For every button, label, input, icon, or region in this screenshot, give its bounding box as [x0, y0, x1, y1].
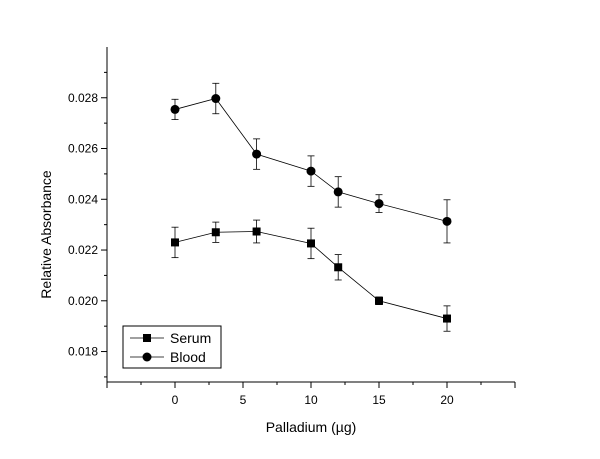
data-point: [306, 166, 316, 176]
data-point: [375, 296, 383, 305]
y-tick-label: 0.024: [68, 192, 98, 206]
data-point: [211, 94, 221, 104]
legend: Serum Blood: [122, 325, 222, 369]
data-point: [171, 238, 179, 247]
data-point: [334, 263, 343, 272]
y-axis-label: Relative Absorbance: [38, 170, 54, 299]
data-point: [211, 228, 220, 237]
legend-box: [122, 325, 222, 369]
x-tick-label: 10: [304, 393, 318, 407]
data-point: [443, 314, 451, 323]
data-point: [252, 227, 261, 236]
data-point: [333, 187, 343, 197]
data-point: [374, 199, 384, 209]
data-point: [307, 239, 315, 248]
y-tick-label: 0.022: [68, 243, 98, 257]
series-layer: [170, 82, 452, 332]
series-serum: [171, 219, 451, 332]
legend-label: Blood: [170, 349, 206, 365]
x-tick-label: 20: [440, 393, 454, 407]
x-axis-label: Palladium (µg): [266, 419, 357, 435]
y-tick-label: 0.026: [68, 142, 98, 156]
series-blood: [170, 82, 452, 244]
data-point: [170, 104, 180, 114]
x-tick-label: 5: [240, 393, 247, 407]
y-tick-label: 0.018: [68, 345, 98, 359]
axes: 0 5 10 15 20 0.018 0.020 0.022 0.024 0.026 0.028: [68, 47, 516, 407]
data-point: [252, 149, 262, 159]
data-point: [442, 216, 452, 226]
y-tick-label: 0.020: [68, 294, 98, 308]
x-tick-label: 15: [372, 393, 386, 407]
data-point: [142, 352, 152, 362]
data-point: [143, 334, 151, 342]
legend-label: Serum: [170, 330, 211, 346]
x-tick-label: 0: [172, 393, 179, 407]
y-tick-label: 0.028: [68, 91, 98, 105]
